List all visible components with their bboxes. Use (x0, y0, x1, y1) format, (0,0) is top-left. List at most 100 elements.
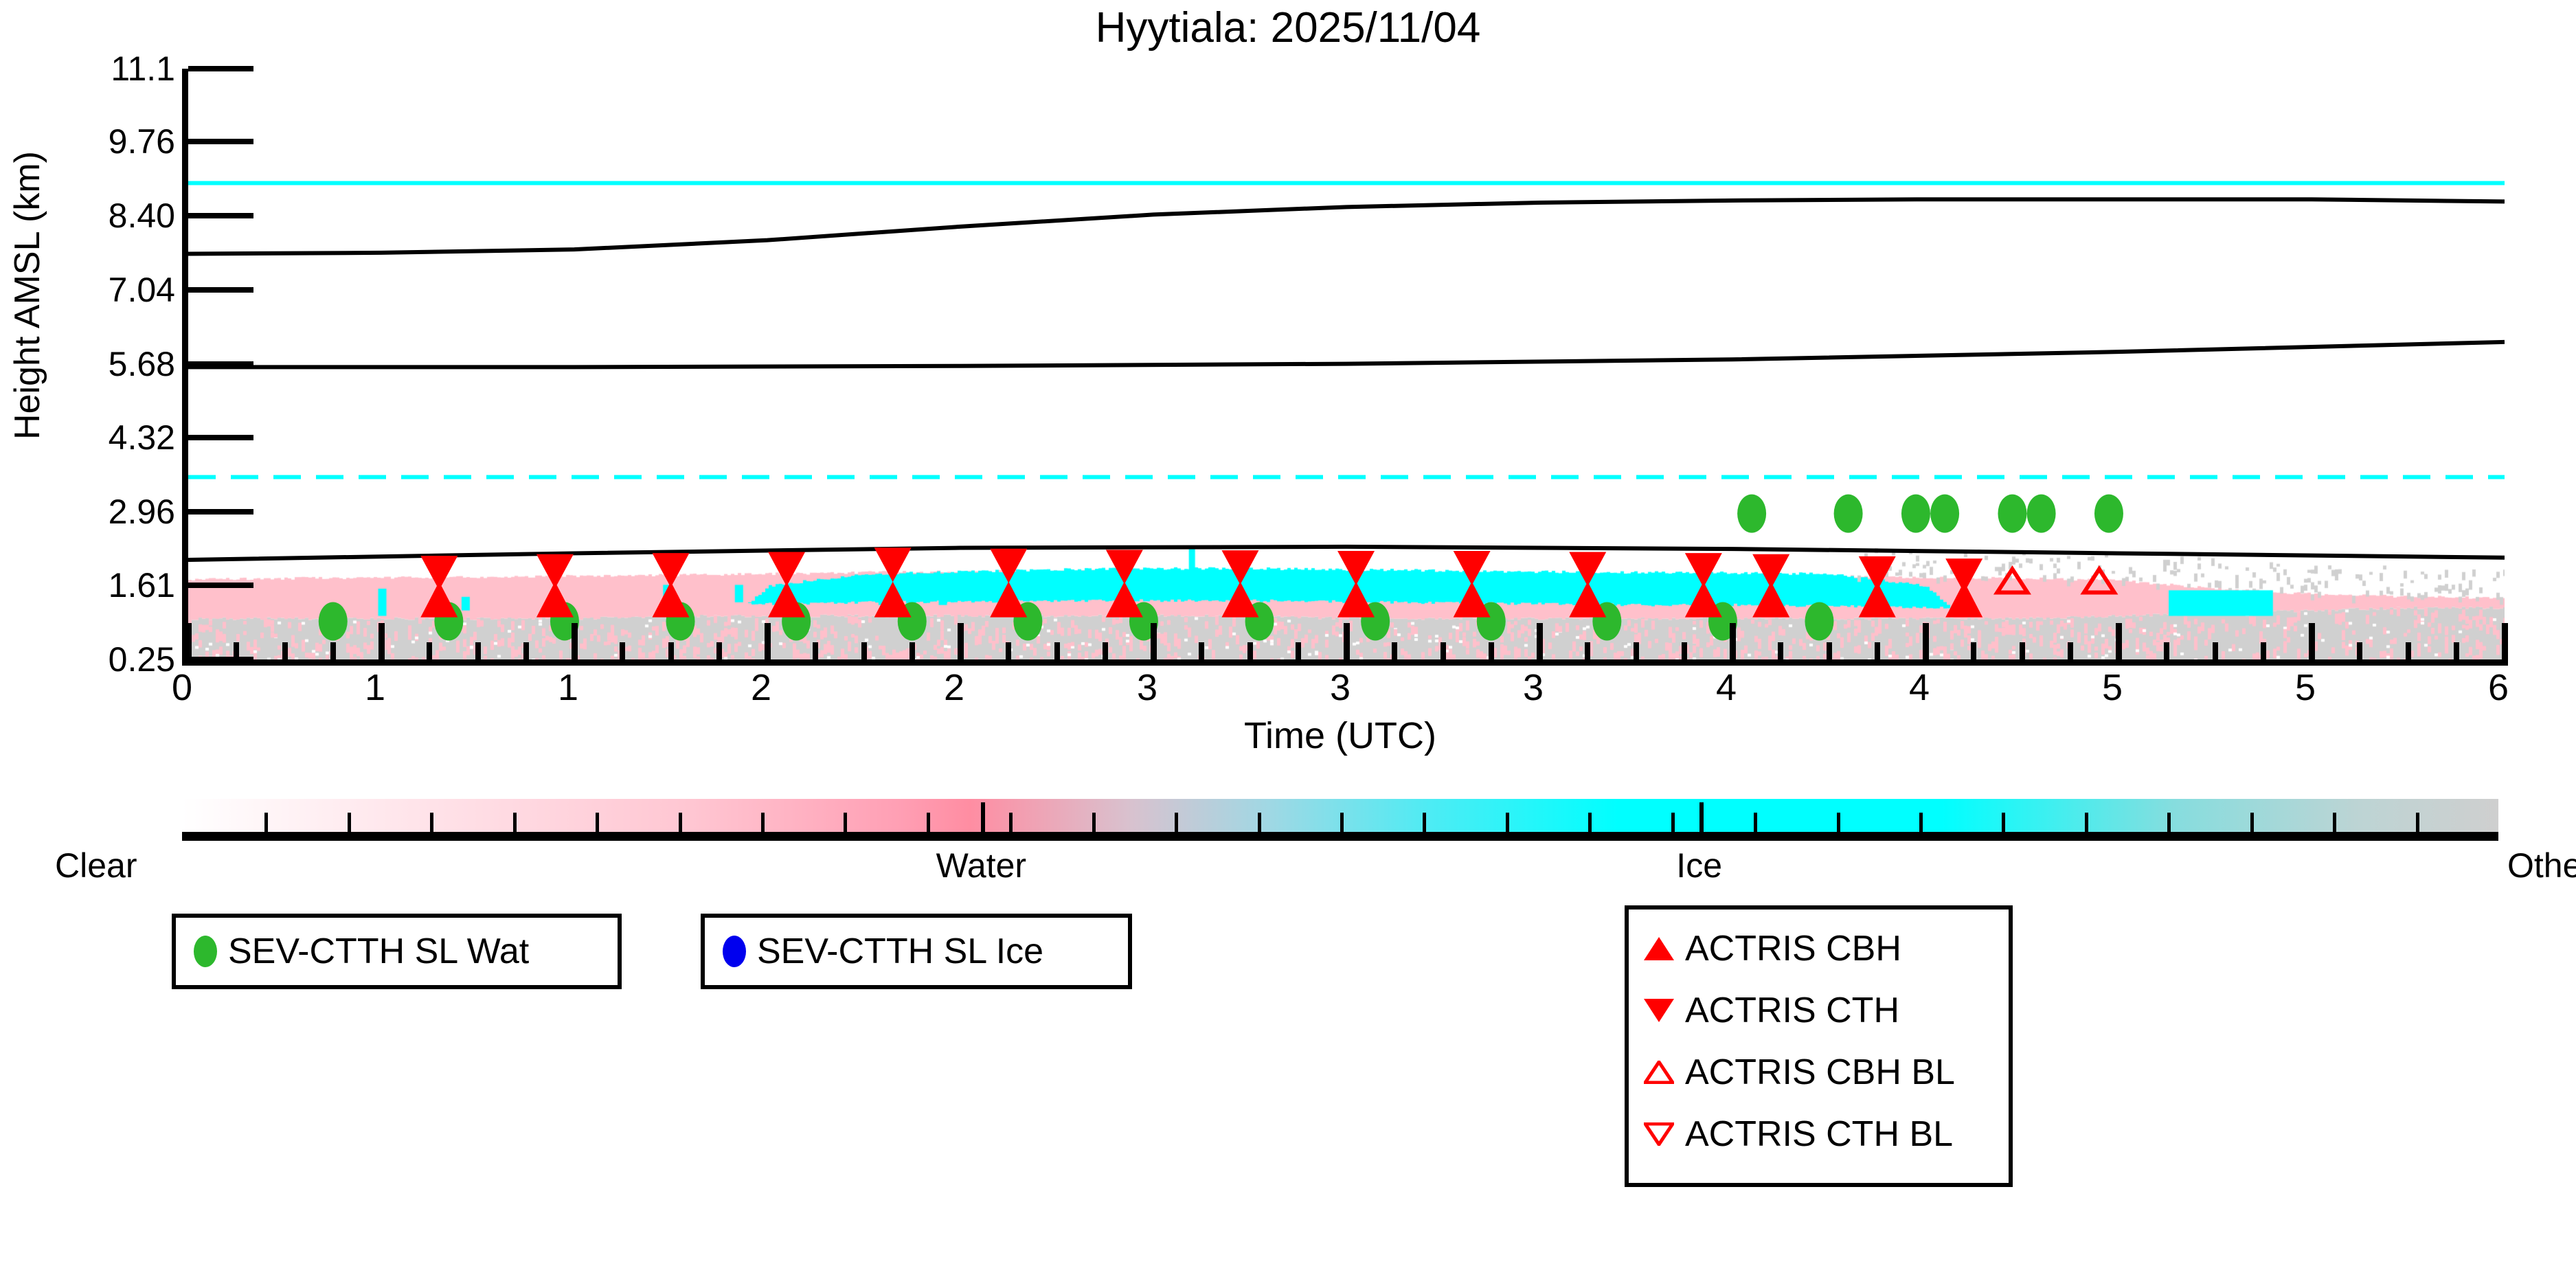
triangle-down-open-icon (1642, 1122, 1676, 1148)
y-tick (188, 213, 253, 218)
x-tick (765, 623, 771, 666)
colorbar-label: Clear (55, 846, 137, 885)
colorbar-major-tick (981, 802, 986, 832)
legend-actris[interactable]: ACTRIS CBH ACTRIS CTH ACTRIS CBH BL ACTR… (1625, 905, 2013, 1187)
x-minor-tick (1392, 642, 1398, 666)
x-tick (1730, 623, 1736, 666)
legend-label: SEV-CTTH SL Ice (757, 931, 1044, 971)
x-tick-label: 0 (171, 667, 193, 708)
x-minor-tick (1295, 642, 1301, 666)
marker-triangle-up-open (1993, 565, 2031, 595)
x-minor-tick (909, 642, 915, 666)
colorbar-tick (1505, 813, 1509, 832)
x-minor-tick (1971, 642, 1977, 666)
x-tick (2309, 623, 2315, 666)
legend-item[interactable]: SEV-CTTH SL Ice (705, 918, 1128, 985)
marker-triangle-down (1105, 550, 1143, 585)
y-tick-label: 9.76 (108, 122, 175, 161)
x-minor-tick (475, 642, 481, 666)
y-tick-label: 11.1 (111, 49, 175, 88)
x-tick-label: 3 (1522, 667, 1544, 708)
x-minor-tick (2019, 642, 2025, 666)
x-minor-tick (1247, 642, 1253, 666)
colorbar-tick (512, 813, 517, 832)
marker-triangle-down (1453, 550, 1491, 585)
marker-circle (1901, 494, 1930, 533)
x-tick (379, 623, 385, 666)
colorbar-tick (2167, 813, 2171, 832)
x-tick-label: 6 (2487, 667, 2509, 708)
marker-triangle-up (874, 581, 912, 618)
legend-sev-ctth-wat[interactable]: SEV-CTTH SL Wat (172, 914, 622, 989)
x-tick-label: 2 (943, 667, 965, 708)
x-minor-tick (2453, 642, 2459, 666)
marker-triangle-down (536, 554, 574, 589)
colorbar-tick (1340, 813, 1344, 832)
legend-item[interactable]: SEV-CTTH SL Wat (176, 918, 618, 985)
x-tick-label: 1 (557, 667, 579, 708)
x-minor-tick (2405, 642, 2411, 666)
legend-item-actris-cth-bl[interactable]: ACTRIS CTH BL (1629, 1103, 2009, 1165)
colorbar-tick (2415, 813, 2419, 832)
marker-triangle-up (420, 581, 458, 618)
marker-triangle-up (1752, 581, 1790, 618)
colorbar-tick (1423, 813, 1427, 832)
contour-line-isotherm-mid (188, 339, 2505, 370)
y-tick (188, 435, 253, 441)
x-axis-title: Time (UTC) (1244, 715, 1436, 756)
marker-triangle-down (1684, 553, 1722, 588)
page-title: Hyytiala: 2025/11/04 (1095, 4, 1481, 52)
x-minor-tick (427, 642, 433, 666)
x-tick-label: 4 (1715, 667, 1737, 708)
colorbar-label: Water (936, 846, 1027, 885)
y-tick-label: 8.40 (108, 196, 175, 235)
colorbar-tick (1092, 813, 1096, 832)
marker-circle (2094, 494, 2123, 533)
colorbar-tick (2250, 813, 2254, 832)
colorbar-label: Ice (1676, 846, 1723, 885)
colorbar-tick (1919, 813, 1923, 832)
colorbar-tick (430, 813, 434, 832)
marker-triangle-down (1945, 558, 1983, 594)
marker-circle (1930, 494, 1960, 533)
colorbar-tick (1836, 813, 1840, 832)
colorbar-tick (2333, 813, 2337, 832)
x-tick-label: 5 (2294, 667, 2316, 708)
x-minor-tick (2164, 642, 2170, 666)
legend-item-actris-cbh-bl[interactable]: ACTRIS CBH BL (1629, 1041, 2009, 1103)
x-minor-tick (1826, 642, 1832, 666)
x-minor-tick (1440, 642, 1446, 666)
cloud-classification-plot[interactable] (182, 66, 2508, 666)
plot-canvas (188, 69, 2505, 659)
x-minor-tick (2067, 642, 2073, 666)
x-tick (2502, 623, 2508, 666)
x-tick (2116, 623, 2122, 666)
marker-triangle-up (652, 581, 690, 618)
x-minor-tick (1488, 642, 1494, 666)
legend-sev-ctth-ice[interactable]: SEV-CTTH SL Ice (701, 914, 1132, 989)
legend-item-actris-cth[interactable]: ACTRIS CTH (1629, 980, 2009, 1041)
x-minor-tick (234, 642, 240, 666)
x-minor-tick (813, 642, 819, 666)
colorbar-tick (678, 813, 682, 832)
colorbar-major-tick (1699, 802, 1704, 832)
y-axis-labels: 11.1 9.76 8.40 7.04 5.68 4.32 2.96 1.61 0.25 (0, 49, 177, 679)
colorbar-tick (1671, 813, 1675, 832)
legend-label: ACTRIS CBH BL (1685, 1052, 1955, 1092)
x-minor-tick (1054, 642, 1060, 666)
triangle-down-filled-icon (1644, 999, 1674, 1022)
y-tick-label: 7.04 (108, 270, 175, 309)
y-tick-label: 5.68 (108, 344, 175, 383)
colorbar-tick (844, 813, 848, 832)
colorbar-tick (2002, 813, 2006, 832)
colorbar-label: Other (2507, 846, 2576, 885)
colorbar-tick (1257, 813, 1261, 832)
x-minor-tick (2357, 642, 2363, 666)
colorbar-tick (926, 813, 930, 832)
x-minor-tick (620, 642, 626, 666)
legend-item-actris-cbh[interactable]: ACTRIS CBH (1629, 918, 2009, 980)
colorbar-tick (2084, 813, 2088, 832)
marker-triangle-down (768, 552, 806, 587)
x-tick-label: 3 (1136, 667, 1158, 708)
legend-label: SEV-CTTH SL Wat (228, 931, 530, 971)
